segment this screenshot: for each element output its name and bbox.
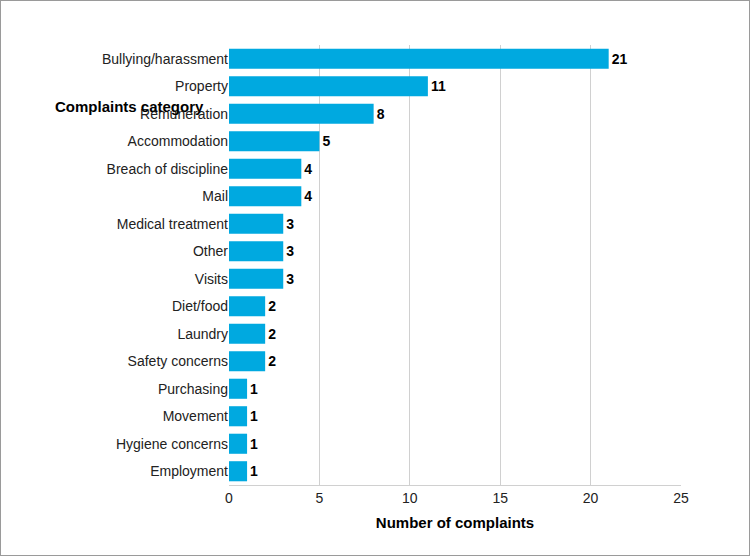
svg-text:Laundry: Laundry	[177, 326, 228, 342]
svg-text:3: 3	[286, 243, 294, 259]
svg-text:10: 10	[402, 490, 418, 506]
svg-text:21: 21	[612, 51, 628, 67]
svg-text:5: 5	[316, 490, 324, 506]
svg-text:1: 1	[250, 381, 258, 397]
svg-text:Breach of discipline: Breach of discipline	[107, 161, 229, 177]
svg-text:Hygiene concerns: Hygiene concerns	[116, 436, 228, 452]
svg-text:Bullying/harassment: Bullying/harassment	[102, 51, 228, 67]
svg-text:2: 2	[268, 326, 276, 342]
svg-text:Mail: Mail	[202, 188, 228, 204]
svg-text:Number of complaints: Number of complaints	[376, 514, 534, 531]
svg-text:Employment: Employment	[150, 463, 228, 479]
svg-text:2: 2	[268, 353, 276, 369]
svg-text:4: 4	[304, 161, 312, 177]
svg-text:4: 4	[304, 188, 312, 204]
svg-text:Movement: Movement	[163, 408, 228, 424]
svg-text:15: 15	[492, 490, 508, 506]
svg-text:1: 1	[250, 436, 258, 452]
svg-text:Property: Property	[175, 78, 228, 94]
svg-text:Purchasing: Purchasing	[158, 381, 228, 397]
svg-text:3: 3	[286, 216, 294, 232]
svg-text:1: 1	[250, 408, 258, 424]
svg-text:Remuneration: Remuneration	[140, 106, 228, 122]
svg-text:Accommodation: Accommodation	[128, 133, 228, 149]
svg-text:25: 25	[673, 490, 689, 506]
svg-text:Safety concerns: Safety concerns	[128, 353, 228, 369]
svg-text:5: 5	[322, 133, 330, 149]
svg-text:8: 8	[377, 106, 385, 122]
svg-text:Complaints category: Complaints category	[55, 98, 204, 115]
svg-text:Other: Other	[193, 243, 228, 259]
svg-text:Visits: Visits	[195, 271, 228, 287]
svg-text:Medical treatment: Medical treatment	[117, 216, 228, 232]
svg-text:0: 0	[225, 490, 233, 506]
svg-text:20: 20	[583, 490, 599, 506]
svg-text:1: 1	[250, 463, 258, 479]
svg-text:2: 2	[268, 298, 276, 314]
svg-text:3: 3	[286, 271, 294, 287]
svg-text:11: 11	[431, 78, 446, 94]
svg-text:Diet/food: Diet/food	[172, 298, 228, 314]
